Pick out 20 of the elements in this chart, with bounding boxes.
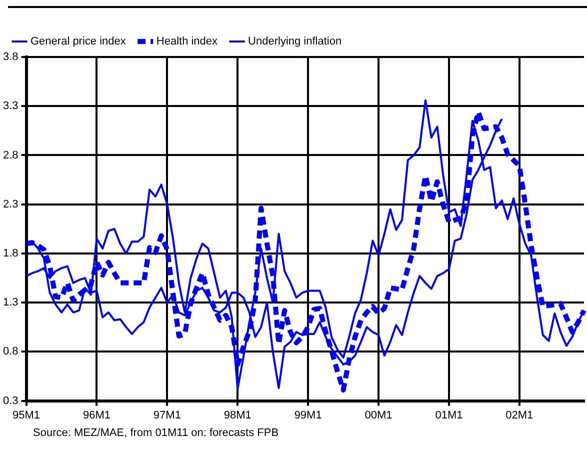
legend-label: General price index [30,36,126,48]
y-tick-label: 2.8 [2,149,18,162]
y-tick-label: 3.8 [2,51,18,64]
x-tick-label: 02M1 [506,409,534,422]
y-tick-label: 1.3 [2,296,18,309]
y-tick-label: 3.3 [2,100,18,112]
x-tick-label: 95M1 [12,409,40,422]
x-tick-label: 96M1 [82,409,111,422]
legend-label: Health index [156,36,218,48]
x-tick-label: 97M1 [153,409,181,422]
legend-label: Underlying inflation [248,36,342,48]
x-tick-label: 98M1 [224,409,252,422]
source-note: Source: MEZ/MAE, from 01M11 on: forecasts FPB [33,427,279,439]
x-tick-label: 99M1 [294,409,322,422]
y-tick-label: 2.3 [2,198,18,210]
y-tick-label: 0.8 [2,346,18,358]
x-tick-label: 01M1 [435,409,463,422]
x-tick-label: 00M1 [364,409,392,422]
y-tick-label: 1.8 [2,247,18,260]
y-tick-label: 0.3 [2,394,18,407]
